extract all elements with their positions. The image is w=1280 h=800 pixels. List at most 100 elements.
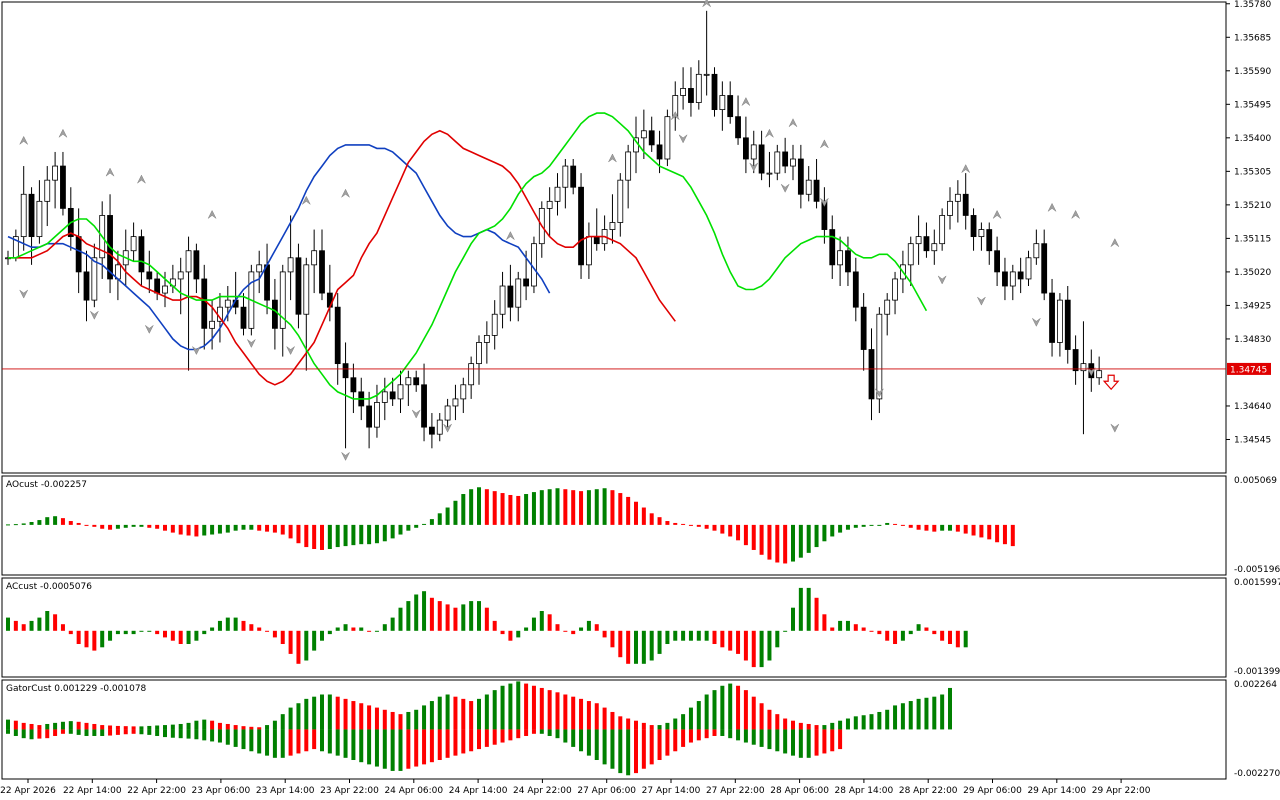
ao-bar <box>885 522 890 525</box>
ac-bar <box>571 630 576 635</box>
candle-body <box>1025 257 1032 280</box>
candle-body <box>483 335 490 343</box>
candle-body <box>515 278 522 308</box>
candle-body <box>334 306 341 365</box>
ac-bar <box>861 627 866 631</box>
ao-bar <box>461 494 466 525</box>
ao-bar <box>594 489 599 525</box>
ao-bar <box>838 524 843 533</box>
ac-bar <box>45 610 50 631</box>
ac-bar <box>539 610 544 631</box>
ao-bar <box>265 524 270 532</box>
gator-upper-bar <box>225 723 230 730</box>
gator-lower-bar <box>657 729 662 761</box>
candle-body <box>570 165 577 188</box>
time-tick-label: 22 Apr 14:00 <box>63 786 122 796</box>
gator-upper-bar <box>555 692 560 730</box>
ao-bar <box>814 524 819 548</box>
gator-upper-bar <box>484 694 489 730</box>
candle-body <box>625 151 632 181</box>
gator-upper-bar <box>900 703 905 730</box>
ac-bar <box>367 630 372 632</box>
gator-upper-bar <box>296 703 301 730</box>
ao-bar <box>798 524 803 558</box>
gator-upper-bar <box>343 698 348 730</box>
ao-bar <box>414 524 419 528</box>
candle-body <box>154 278 161 294</box>
gator-lower-bar <box>374 729 379 767</box>
ao-bar <box>131 524 136 527</box>
gator-upper-bar <box>351 701 356 730</box>
ao-bar <box>900 524 905 526</box>
candle-body <box>499 285 506 315</box>
ac-bar <box>720 630 725 648</box>
candle-body <box>342 363 349 379</box>
gator-lower-bar <box>791 729 795 756</box>
gator-upper-bar <box>45 723 50 730</box>
fractal-up-icon <box>506 231 515 240</box>
ac-bar <box>657 630 662 654</box>
candle-body <box>986 229 993 252</box>
gator-upper-bar <box>940 694 945 730</box>
ac-bar <box>429 597 434 631</box>
gator-upper-bar <box>406 711 411 730</box>
price-tick-label: 1.35305 <box>1234 167 1271 177</box>
gator-lower-bar <box>170 729 175 738</box>
ac-bar <box>359 627 364 631</box>
ac-bar <box>92 630 97 651</box>
candle-body <box>91 257 98 301</box>
price-tick-label: 1.35400 <box>1234 134 1271 144</box>
candle-body <box>695 73 702 103</box>
gator-lower-bar <box>21 729 26 739</box>
candle-body <box>279 271 286 329</box>
candle-body <box>1080 363 1087 372</box>
gator-upper-bar <box>751 696 756 730</box>
gator-upper-bar <box>586 701 591 730</box>
time-tick-label: 24 Apr 06:00 <box>384 786 443 796</box>
candle-body <box>405 377 412 386</box>
ao-bar <box>29 521 34 525</box>
candle-body <box>491 313 498 336</box>
gator-lower-bar <box>508 729 513 741</box>
candle-body <box>1033 243 1040 259</box>
gator-lower-bar <box>29 729 34 740</box>
candle-body <box>421 384 427 428</box>
ao-bar <box>634 501 638 525</box>
gator-lower-bar <box>155 729 160 736</box>
gator-lower-bar <box>249 729 254 752</box>
time-tick-label: 22 Apr 22:00 <box>127 786 186 796</box>
ac-bar <box>469 601 474 631</box>
ac-bar <box>602 630 607 638</box>
candle-body <box>240 306 247 329</box>
gator-upper-bar <box>657 725 662 730</box>
ao-bar <box>626 496 631 525</box>
candle-body <box>75 236 82 273</box>
gator-upper-bar <box>170 724 175 730</box>
gator-lower-bar <box>673 729 678 752</box>
gator-lower-bar <box>280 729 285 758</box>
ao-bar <box>296 524 301 544</box>
time-tick-label: 23 Apr 06:00 <box>192 786 251 796</box>
ao-bar <box>571 490 576 525</box>
gator-upper-bar <box>280 714 285 730</box>
fractal-down-icon <box>341 452 350 461</box>
gator-upper-bar <box>783 718 788 730</box>
gator-panel <box>6 681 952 776</box>
gator-upper-bar <box>853 716 858 730</box>
gator-upper-bar <box>681 714 686 730</box>
ac-bar <box>940 630 945 641</box>
fractal-up-icon <box>671 111 680 120</box>
ao-label: AOcust -0.002257 <box>6 480 87 490</box>
ac-bar <box>147 630 152 632</box>
fractal-down-icon <box>145 325 154 334</box>
time-tick-label: 27 Apr 22:00 <box>706 786 765 796</box>
gator-lower-bar <box>398 729 403 771</box>
candle-body <box>876 313 883 400</box>
ao-bar <box>516 495 521 525</box>
gator-lower-bar <box>13 729 18 736</box>
ao-panel <box>6 487 1015 564</box>
ao-bar <box>688 524 693 526</box>
ac-bar <box>68 630 73 635</box>
candle-body <box>578 186 584 266</box>
